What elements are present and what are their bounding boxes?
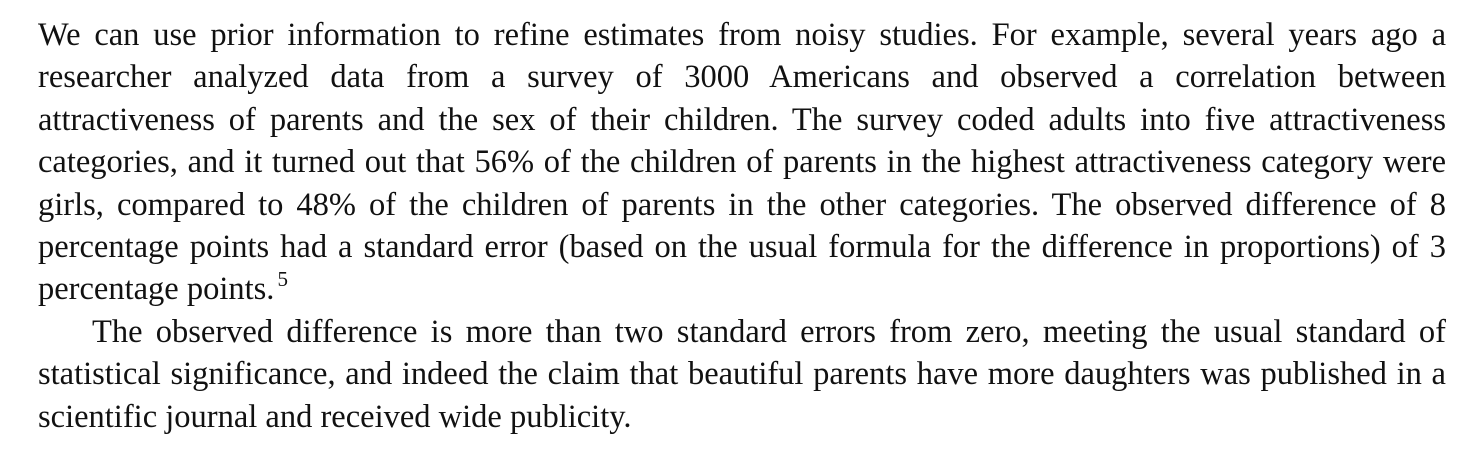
paragraph-2: The observed difference is more than two… [38, 311, 1446, 438]
paragraph-1: We can use prior information to refine e… [38, 14, 1446, 311]
footnote-marker[interactable]: 5 [277, 267, 288, 292]
text-body: We can use prior information to refine e… [38, 14, 1446, 438]
paragraph-2-text: The observed difference is more than two… [38, 313, 1446, 435]
paragraph-1-text: We can use prior information to refine e… [38, 17, 1446, 308]
